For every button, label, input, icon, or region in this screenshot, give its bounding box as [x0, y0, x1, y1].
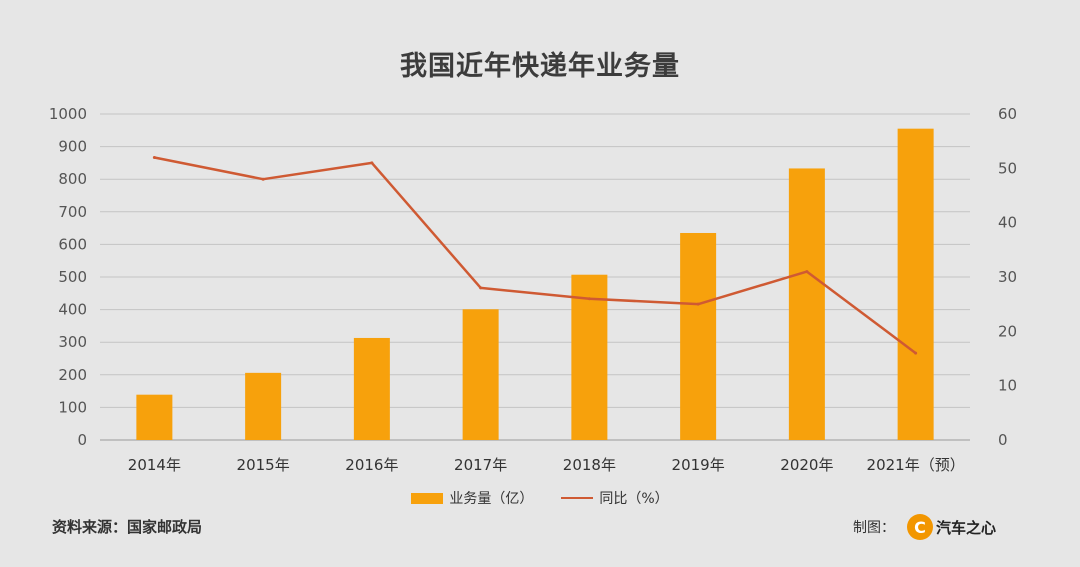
x-tick-label: 2016年 — [345, 456, 398, 474]
bar — [245, 372, 282, 440]
y-left-tick-label: 800 — [58, 170, 87, 188]
line-point — [914, 351, 918, 355]
y-right-tick-label: 30 — [998, 268, 1017, 286]
brand-name: 汽车之心 — [935, 518, 996, 537]
line-series — [154, 156, 917, 355]
y-right-tick-label: 50 — [998, 159, 1017, 177]
y-left-tick-label: 900 — [58, 138, 87, 156]
line-point — [696, 302, 700, 306]
y-right-tick-label: 60 — [998, 105, 1017, 123]
y-left-tick-label: 0 — [77, 431, 87, 449]
bar — [571, 274, 608, 440]
bar — [353, 337, 390, 440]
y-left-tick-label: 1000 — [49, 105, 87, 123]
x-tick-label: 2019年 — [672, 456, 725, 474]
y-left-tick-label: 700 — [58, 203, 87, 221]
y-left-tick-label: 200 — [58, 366, 87, 384]
line-point — [261, 177, 265, 181]
y-left-tick-label: 500 — [58, 268, 87, 286]
line-point — [587, 297, 591, 301]
source-note: 资料来源：国家邮政局 — [52, 518, 203, 536]
line-point — [152, 155, 156, 159]
legend-label-line: 同比（%） — [599, 491, 669, 507]
bar — [897, 128, 934, 441]
legend-swatch-bar — [411, 492, 444, 504]
brand-logo: C 汽车之心 — [906, 514, 996, 540]
credit: 制图： C 汽车之心 — [853, 514, 996, 540]
line-point — [370, 161, 374, 165]
bar — [136, 394, 173, 440]
line-point — [479, 286, 483, 290]
legend-item-bar: 业务量（亿） — [411, 488, 533, 508]
y-left-tick-label: 400 — [58, 301, 87, 319]
x-tick-label: 2021年（预） — [867, 456, 965, 474]
credit-label: 制图： — [852, 520, 895, 536]
y-right-tick-label: 20 — [998, 322, 1017, 340]
chart-title: 我国近年快递年业务量 — [400, 51, 680, 82]
line-point — [805, 270, 809, 274]
brand-mark-icon: C — [906, 514, 933, 540]
x-tick-label: 2014年 — [128, 456, 181, 474]
legend-label-bar: 业务量（亿） — [449, 491, 534, 507]
legend-swatch-line — [561, 497, 594, 499]
legend-item-line: 同比（%） — [561, 488, 669, 508]
x-tick-label: 2020年 — [780, 456, 833, 474]
y-left-tick-label: 600 — [58, 235, 87, 253]
x-tick-label: 2018年 — [563, 456, 616, 474]
bar — [462, 309, 499, 440]
bar — [680, 232, 717, 440]
y-left-tick-label: 100 — [58, 398, 87, 416]
legend: 业务量（亿） 同比（%） — [0, 488, 1080, 508]
y-right-tick-label: 10 — [998, 377, 1017, 395]
y-right-tick-label: 40 — [998, 214, 1017, 232]
x-tick-label: 2017年 — [454, 456, 507, 474]
y-left-tick-label: 300 — [58, 333, 87, 351]
bar — [788, 168, 825, 440]
x-tick-label: 2015年 — [237, 456, 290, 474]
y-right-tick-label: 0 — [998, 431, 1008, 449]
